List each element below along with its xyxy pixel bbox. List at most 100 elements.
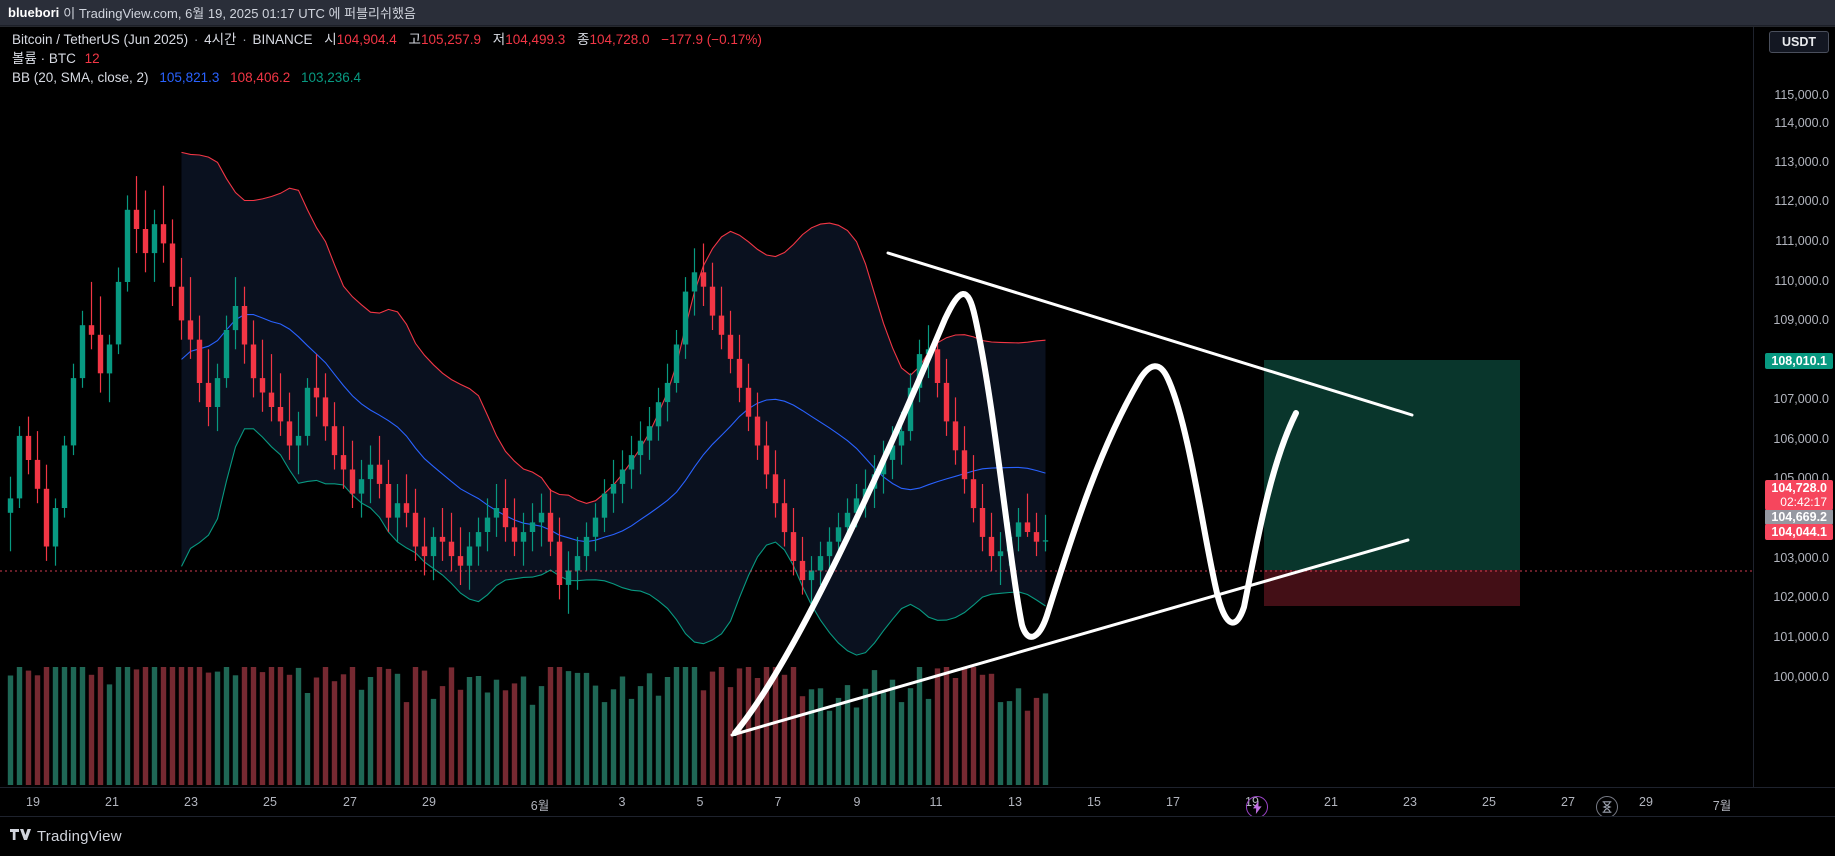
long-position-profit-zone[interactable] — [1264, 360, 1520, 570]
candle-body — [718, 315, 725, 335]
current-price-label[interactable]: 104,728.0 02:42:17 — [1765, 480, 1833, 510]
volume-bar — [304, 693, 311, 785]
volume-bar — [961, 667, 968, 785]
volume-bar — [682, 667, 689, 785]
ascending-lower-trendline[interactable] — [730, 538, 1410, 737]
hand-drawn-wave-path[interactable] — [732, 291, 1299, 736]
current-price-value: 104,728.0 — [1771, 481, 1827, 495]
volume-bar — [160, 667, 167, 785]
candle-body — [970, 479, 977, 509]
bar-countdown: 02:42:17 — [1780, 495, 1827, 509]
symbol-title[interactable]: Bitcoin / TetherUS (Jun 2025) — [12, 32, 189, 47]
candle-body — [214, 378, 221, 407]
candle-body — [952, 421, 959, 451]
candle-body — [655, 402, 662, 427]
legend-separator-2: · — [242, 32, 247, 47]
price-highlight-label[interactable]: 104,669.2 — [1765, 509, 1833, 525]
legend-row-bb[interactable]: BB (20, SMA, close, 2) 105,821.3 108,406… — [12, 69, 762, 86]
volume-bar — [610, 689, 617, 785]
volume-bar — [529, 704, 536, 785]
volume-bar — [1024, 710, 1031, 785]
candle-body — [916, 354, 923, 388]
volume-bar — [727, 687, 734, 785]
candle-body — [43, 488, 50, 547]
volume-bar — [457, 689, 464, 785]
lightning-bolt-icon[interactable] — [1246, 796, 1268, 818]
candle-body — [691, 272, 698, 292]
price-plot-area[interactable] — [0, 27, 1753, 787]
bb-basis-line — [181, 314, 1046, 543]
candle-body — [844, 512, 851, 528]
volume-label[interactable]: 볼륨 · BTC — [12, 51, 76, 66]
price-axis[interactable]: USDT 115,000.0 114,000.0 113,000.0 112,000.… — [1753, 27, 1835, 787]
candle-body — [1024, 522, 1031, 532]
candle-body — [547, 512, 554, 542]
volume-bar — [259, 672, 266, 785]
candle-body — [277, 407, 284, 422]
volume-bar — [628, 698, 635, 785]
currency-badge[interactable]: USDT — [1768, 31, 1829, 53]
volume-bar — [295, 667, 302, 785]
price-highlight-label[interactable]: 108,010.1 — [1765, 353, 1833, 369]
candle-body — [358, 479, 365, 494]
candle-body — [403, 503, 410, 513]
publish-bar: bluebori 이 TradingView.com, 6월 19, 2025 … — [0, 0, 1835, 26]
volume-bar — [70, 667, 77, 785]
volume-bar — [790, 667, 797, 785]
candle-body — [133, 209, 140, 229]
candle-body — [97, 334, 104, 374]
descending-upper-trendline[interactable] — [886, 251, 1414, 417]
candle-body — [763, 445, 770, 475]
volume-bar — [709, 671, 716, 785]
bb-indicator-label[interactable]: BB (20, SMA, close, 2) — [12, 70, 149, 85]
candle-body — [853, 498, 860, 513]
time-tick: 11 — [929, 795, 943, 809]
candle-body — [1033, 532, 1040, 542]
exchange-label[interactable]: BINANCE — [252, 32, 313, 47]
time-axis[interactable]: 19 21 23 25 27 29 6월 3 5 7 9 11 13 15 17 19 21 23 25 27 29 7월 — [0, 787, 1835, 817]
volume-bar — [106, 684, 113, 785]
candle-body — [988, 536, 995, 557]
volume-bar — [1033, 697, 1040, 785]
candle-body — [898, 431, 905, 446]
legend-row-volume[interactable]: 볼륨 · BTC 12 — [12, 50, 762, 67]
candle-body — [835, 527, 842, 542]
volume-bar — [943, 667, 950, 785]
candle-body — [250, 344, 257, 379]
volume-bar — [394, 673, 401, 785]
price-highlight-label[interactable]: 104,044.1 — [1765, 524, 1833, 540]
chart-legend: Bitcoin / TetherUS (Jun 2025) · 4시간 · BI… — [12, 31, 762, 88]
volume-bar — [718, 667, 725, 785]
bb-basis-value: 105,821.3 — [159, 70, 220, 85]
volume-bar — [196, 667, 203, 785]
candle-body — [772, 474, 779, 504]
time-tick: 19 — [26, 795, 40, 809]
volume-bar — [817, 688, 824, 785]
chart-container[interactable]: Bitcoin / TetherUS (Jun 2025) · 4시간 · BI… — [0, 26, 1835, 818]
volume-bar — [169, 667, 176, 785]
volume-bar — [223, 667, 230, 785]
candle-body — [466, 546, 473, 566]
price-tick: 114,000.0 — [1774, 116, 1829, 130]
volume-bar — [700, 690, 707, 785]
candle-body — [529, 522, 536, 532]
time-tick: 29 — [1639, 795, 1653, 809]
price-tick: 111,000.0 — [1775, 234, 1829, 248]
volume-bar — [133, 669, 140, 785]
candle-body — [268, 392, 275, 407]
hourglass-icon[interactable] — [1596, 796, 1618, 818]
volume-bar — [754, 678, 761, 785]
volume-bar — [799, 696, 806, 785]
volume-bar — [376, 667, 383, 785]
candle-body — [52, 508, 59, 547]
legend-row-symbol[interactable]: Bitcoin / TetherUS (Jun 2025) · 4시간 · BI… — [12, 31, 762, 48]
volume-bar — [871, 670, 878, 785]
volume-value: 12 — [84, 51, 100, 66]
volume-bar — [61, 667, 68, 785]
candle-body — [574, 556, 581, 571]
long-position-stop-zone[interactable] — [1264, 570, 1520, 606]
publish-text: 이 TradingView.com, 6월 19, 2025 01:17 UTC… — [63, 6, 416, 21]
interval-label[interactable]: 4시간 — [204, 32, 237, 47]
candle-body — [79, 325, 86, 379]
price-tick: 113,000.0 — [1774, 155, 1829, 169]
